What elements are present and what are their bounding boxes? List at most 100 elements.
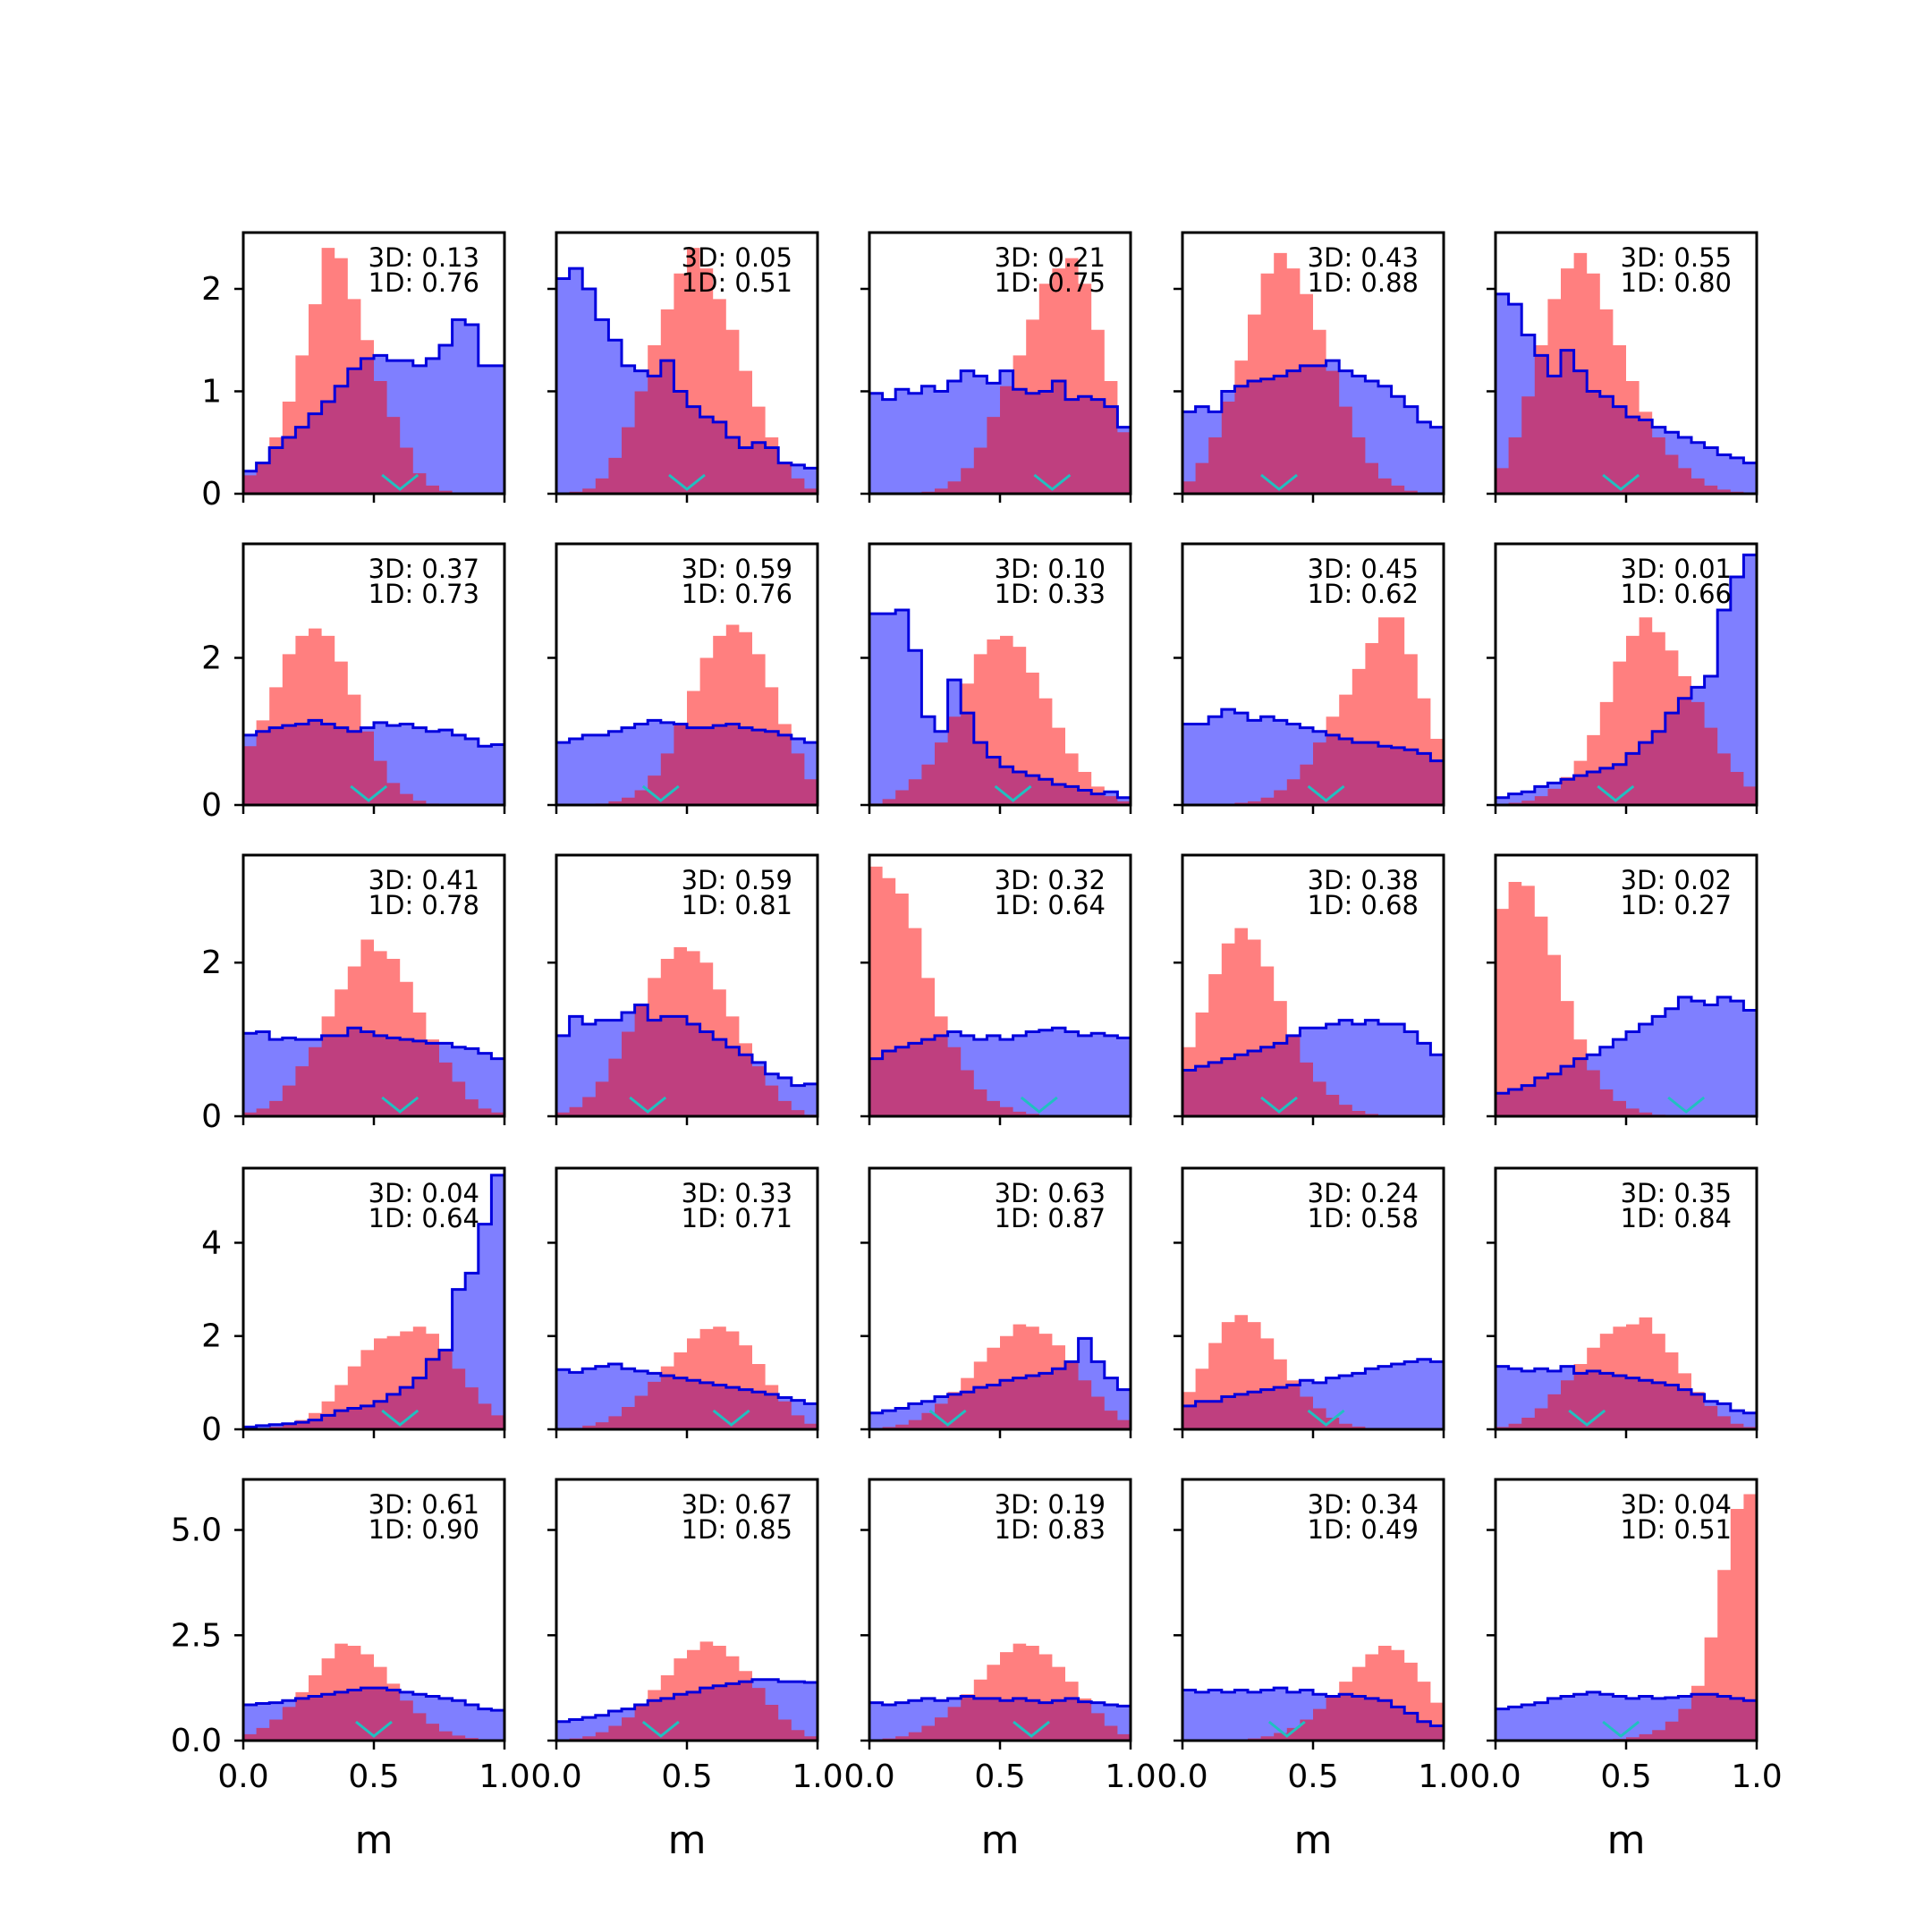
blue-histogram-step bbox=[869, 369, 1131, 429]
v-marker bbox=[928, 1409, 967, 1427]
blue-histogram-step bbox=[1496, 1690, 1757, 1711]
y-tick-label: 2 bbox=[201, 945, 222, 981]
annotation-line: 3D: 0.05 bbox=[682, 242, 792, 273]
x-tick-label: 1.0 bbox=[1731, 1758, 1782, 1795]
red-histogram-fill bbox=[1496, 617, 1757, 805]
red-histogram-fill bbox=[1182, 1315, 1444, 1429]
x-axis-label: m bbox=[1294, 1818, 1333, 1863]
blue-histogram-step bbox=[1496, 1365, 1757, 1415]
x-tick-label: 0.5 bbox=[348, 1758, 399, 1795]
y-tick-label: 2.5 bbox=[171, 1617, 222, 1654]
annotation-line: 3D: 0.41 bbox=[369, 865, 479, 895]
x-tick-label: 0.0 bbox=[1157, 1758, 1208, 1795]
annotation-line: 1D: 0.51 bbox=[682, 267, 792, 298]
x-tick-label: 0.5 bbox=[1287, 1758, 1338, 1795]
annotation-line: 3D: 0.45 bbox=[1308, 554, 1419, 584]
annotation-line: 3D: 0.38 bbox=[1308, 865, 1419, 895]
blue-histogram-step bbox=[869, 1695, 1131, 1707]
v-marker bbox=[1260, 473, 1298, 491]
blue-histogram-step bbox=[1182, 1686, 1444, 1728]
red-histogram-fill bbox=[1496, 1317, 1757, 1429]
blue-histogram-step bbox=[243, 318, 504, 473]
annotation-line: 1D: 0.58 bbox=[1308, 1203, 1419, 1233]
v-marker bbox=[1307, 784, 1345, 802]
red-histogram-fill bbox=[243, 939, 504, 1116]
annotation-line: 1D: 0.80 bbox=[1621, 267, 1732, 298]
red-histogram-fill bbox=[556, 947, 818, 1116]
red-histogram-fill bbox=[1182, 617, 1444, 805]
blue-histogram-step bbox=[869, 1026, 1131, 1061]
y-tick-label: 0 bbox=[201, 1411, 222, 1448]
red-histogram-fill bbox=[243, 248, 504, 494]
blue-histogram-step bbox=[1182, 359, 1444, 429]
x-axis-label: m bbox=[1607, 1818, 1646, 1863]
annotation-line: 1D: 0.78 bbox=[369, 890, 479, 920]
v-marker bbox=[1568, 1409, 1606, 1427]
annotation-line: 1D: 0.87 bbox=[995, 1203, 1106, 1233]
v-marker bbox=[1033, 473, 1072, 491]
blue-histogram-step bbox=[1496, 292, 1757, 465]
x-tick-label: 0.5 bbox=[1600, 1758, 1651, 1795]
annotation-line: 3D: 0.33 bbox=[682, 1178, 792, 1208]
annotation-line: 1D: 0.73 bbox=[369, 579, 479, 609]
blue-histogram-step bbox=[556, 267, 818, 470]
blue-histogram-step bbox=[243, 1174, 504, 1428]
x-tick-label: 0.0 bbox=[217, 1758, 268, 1795]
red-histogram-fill bbox=[869, 1324, 1131, 1429]
annotation-line: 1D: 0.64 bbox=[995, 890, 1106, 920]
annotation-line: 1D: 0.75 bbox=[995, 267, 1106, 298]
y-tick-label: 0 bbox=[201, 787, 222, 824]
annotation-line: 3D: 0.59 bbox=[682, 865, 792, 895]
annotation-line: 3D: 0.32 bbox=[995, 865, 1106, 895]
red-histogram-fill bbox=[869, 866, 1131, 1116]
v-marker bbox=[355, 1720, 393, 1738]
v-marker bbox=[1602, 473, 1640, 491]
y-tick-label: 4 bbox=[201, 1224, 222, 1261]
annotation-line: 1D: 0.27 bbox=[1621, 890, 1732, 920]
red-histogram-fill bbox=[1496, 882, 1757, 1116]
annotation-line: 1D: 0.51 bbox=[1621, 1514, 1732, 1545]
v-marker bbox=[1597, 784, 1635, 802]
v-marker bbox=[641, 784, 680, 802]
annotation-line: 1D: 0.90 bbox=[369, 1514, 479, 1545]
v-marker bbox=[1260, 1096, 1298, 1114]
annotation-line: 3D: 0.43 bbox=[1308, 242, 1419, 273]
annotation-line: 1D: 0.85 bbox=[682, 1514, 792, 1545]
v-marker bbox=[1667, 1096, 1706, 1114]
blue-histogram-step bbox=[1496, 553, 1757, 800]
v-marker bbox=[381, 1096, 419, 1114]
red-histogram-fill bbox=[556, 248, 818, 494]
annotation-line: 1D: 0.62 bbox=[1308, 579, 1419, 609]
red-histogram-fill bbox=[1496, 1494, 1757, 1741]
v-marker bbox=[1307, 1409, 1345, 1427]
v-marker bbox=[629, 1096, 667, 1114]
v-marker bbox=[1267, 1720, 1306, 1738]
red-histogram-fill bbox=[1182, 928, 1444, 1116]
y-tick-label: 2 bbox=[201, 271, 222, 308]
annotation-line: 3D: 0.01 bbox=[1621, 554, 1732, 584]
annotation-line: 1D: 0.68 bbox=[1308, 890, 1419, 920]
annotation-line: 3D: 0.04 bbox=[1621, 1489, 1732, 1520]
annotation-line: 1D: 0.88 bbox=[1308, 267, 1419, 298]
blue-histogram-step bbox=[556, 1678, 818, 1724]
v-marker bbox=[1020, 1096, 1058, 1114]
annotation-line: 1D: 0.66 bbox=[1621, 579, 1732, 609]
annotation-line: 3D: 0.35 bbox=[1621, 1178, 1732, 1208]
annotation-line: 3D: 0.10 bbox=[995, 554, 1106, 584]
v-marker bbox=[668, 473, 706, 491]
v-marker bbox=[1602, 1720, 1640, 1738]
blue-histogram-step bbox=[1496, 996, 1757, 1095]
